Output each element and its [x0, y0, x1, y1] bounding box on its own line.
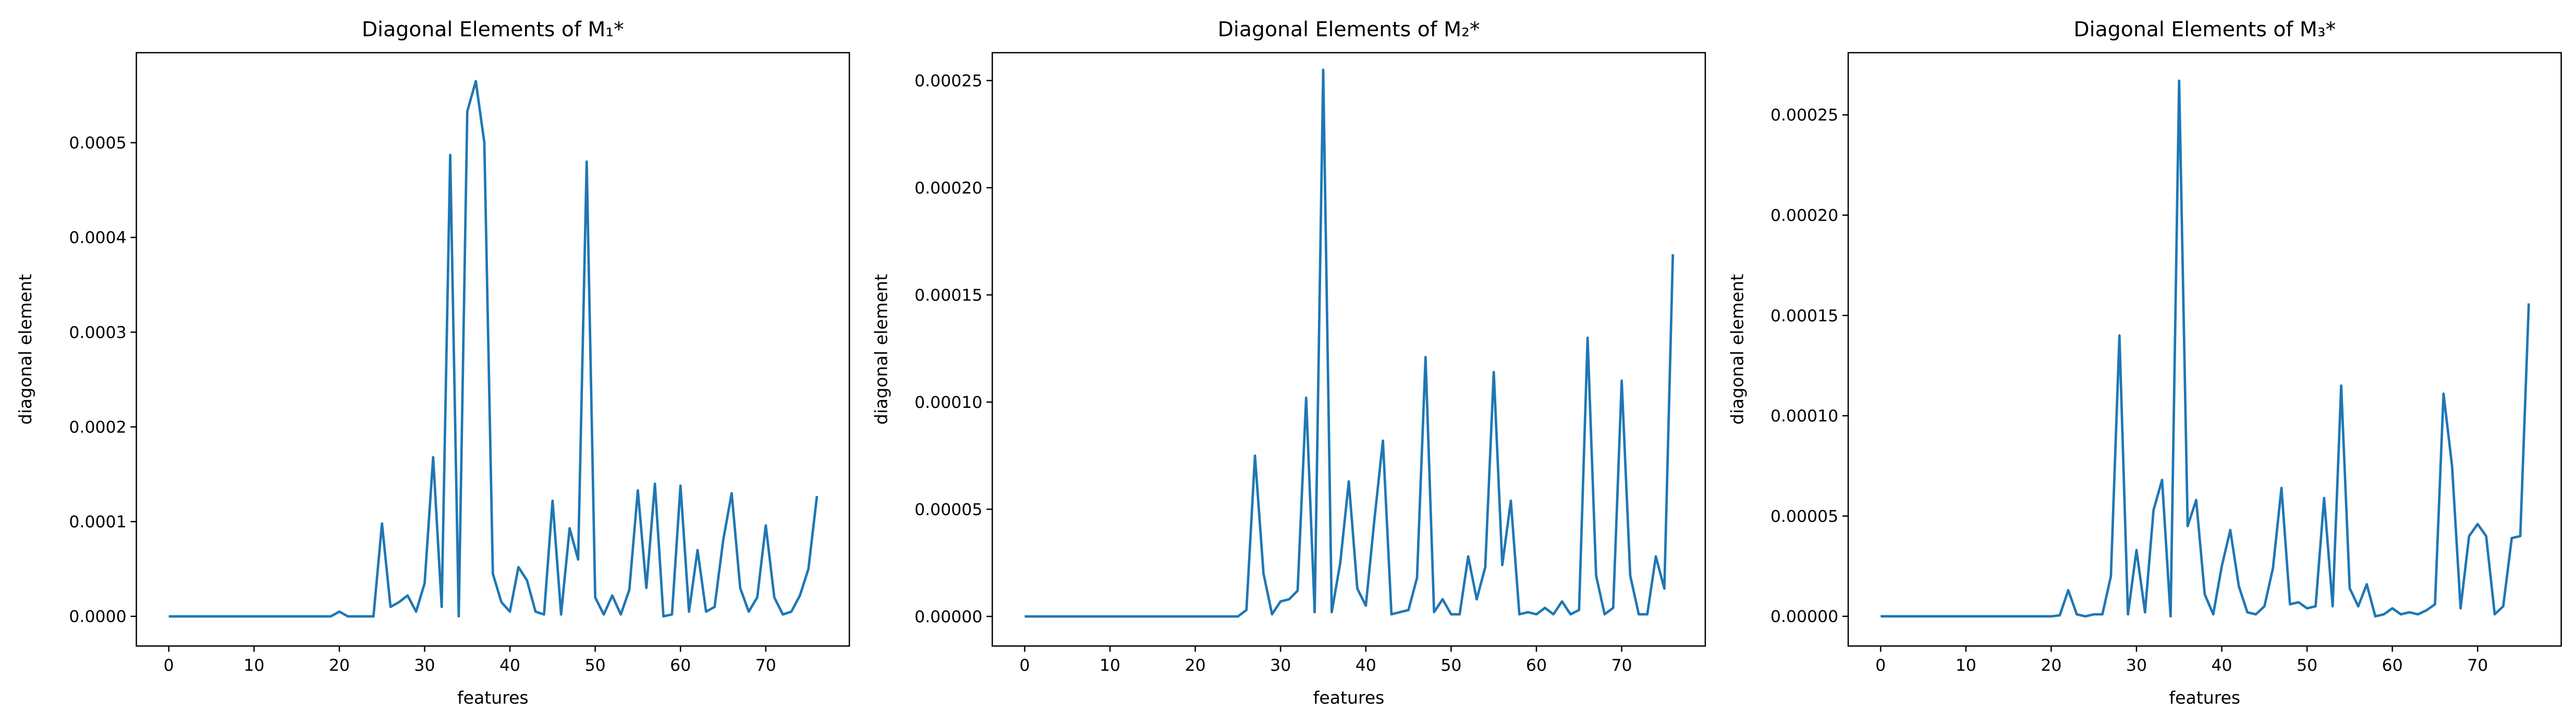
y-tick-label: 0.00005	[914, 500, 982, 519]
y-tick-label: 0.00000	[1771, 608, 1838, 626]
x-tick-label: 20	[329, 656, 350, 675]
y-tick-label: 0.0000	[69, 608, 126, 626]
x-tick-label: 0	[1875, 656, 1886, 675]
x-tick-label: 10	[243, 656, 264, 675]
y-tick-label: 0.00010	[914, 393, 982, 412]
x-tick-label: 50	[1440, 656, 1461, 675]
x-tick-label: 20	[1185, 656, 1206, 675]
y-tick-label: 0.00000	[914, 608, 982, 626]
y-axis-label: diagonal element	[871, 274, 892, 425]
x-tick-label: 40	[1356, 656, 1376, 675]
y-tick-label: 0.00010	[1771, 407, 1838, 426]
y-tick-label: 0.0002	[69, 418, 126, 437]
y-tick-label: 0.00015	[1771, 307, 1838, 325]
x-tick-label: 70	[755, 656, 776, 675]
plot-frame	[992, 52, 1706, 647]
y-tick-label: 0.00025	[914, 71, 982, 90]
x-tick-label: 10	[1956, 656, 1976, 675]
y-tick-label: 0.00020	[914, 179, 982, 198]
x-axis-label: features	[2169, 687, 2241, 708]
x-tick-label: 30	[1270, 656, 1291, 675]
y-axis-label: diagonal element	[1727, 274, 1747, 425]
x-tick-label: 10	[1100, 656, 1120, 675]
x-tick-label: 50	[2297, 656, 2317, 675]
chart-title: Diagonal Elements of M₂*	[1218, 17, 1480, 41]
x-tick-label: 60	[1526, 656, 1547, 675]
x-tick-label: 50	[585, 656, 606, 675]
x-tick-label: 60	[670, 656, 691, 675]
x-tick-label: 40	[499, 656, 520, 675]
x-tick-label: 30	[2126, 656, 2147, 675]
y-tick-label: 0.0003	[69, 323, 126, 342]
x-tick-label: 60	[2382, 656, 2403, 675]
y-tick-label: 0.0001	[69, 513, 126, 531]
data-line	[168, 80, 819, 618]
data-line	[1881, 79, 2530, 618]
chart-title: Diagonal Elements of M₁*	[362, 17, 624, 41]
data-line	[1024, 68, 1675, 618]
x-tick-label: 0	[1019, 656, 1030, 675]
y-tick-label: 0.0005	[69, 134, 126, 153]
x-tick-label: 30	[414, 656, 435, 675]
x-tick-label: 70	[1611, 656, 1632, 675]
y-tick-label: 0.00015	[914, 286, 982, 305]
x-axis-label: features	[1313, 687, 1385, 708]
y-tick-label: 0.00025	[1771, 106, 1838, 125]
y-tick-label: 0.00005	[1771, 507, 1838, 526]
x-tick-label: 70	[2467, 656, 2488, 675]
y-tick-label: 0.0004	[69, 228, 126, 247]
y-tick-label: 0.00020	[1771, 207, 1838, 225]
x-tick-label: 0	[164, 656, 174, 675]
x-tick-label: 40	[2212, 656, 2232, 675]
x-tick-label: 20	[2041, 656, 2061, 675]
plot-frame	[1847, 52, 2562, 647]
x-axis-label: features	[457, 687, 529, 708]
y-axis-label: diagonal element	[15, 274, 35, 425]
chart-title: Diagonal Elements of M₃*	[2073, 17, 2336, 41]
plot-frame	[136, 52, 850, 647]
